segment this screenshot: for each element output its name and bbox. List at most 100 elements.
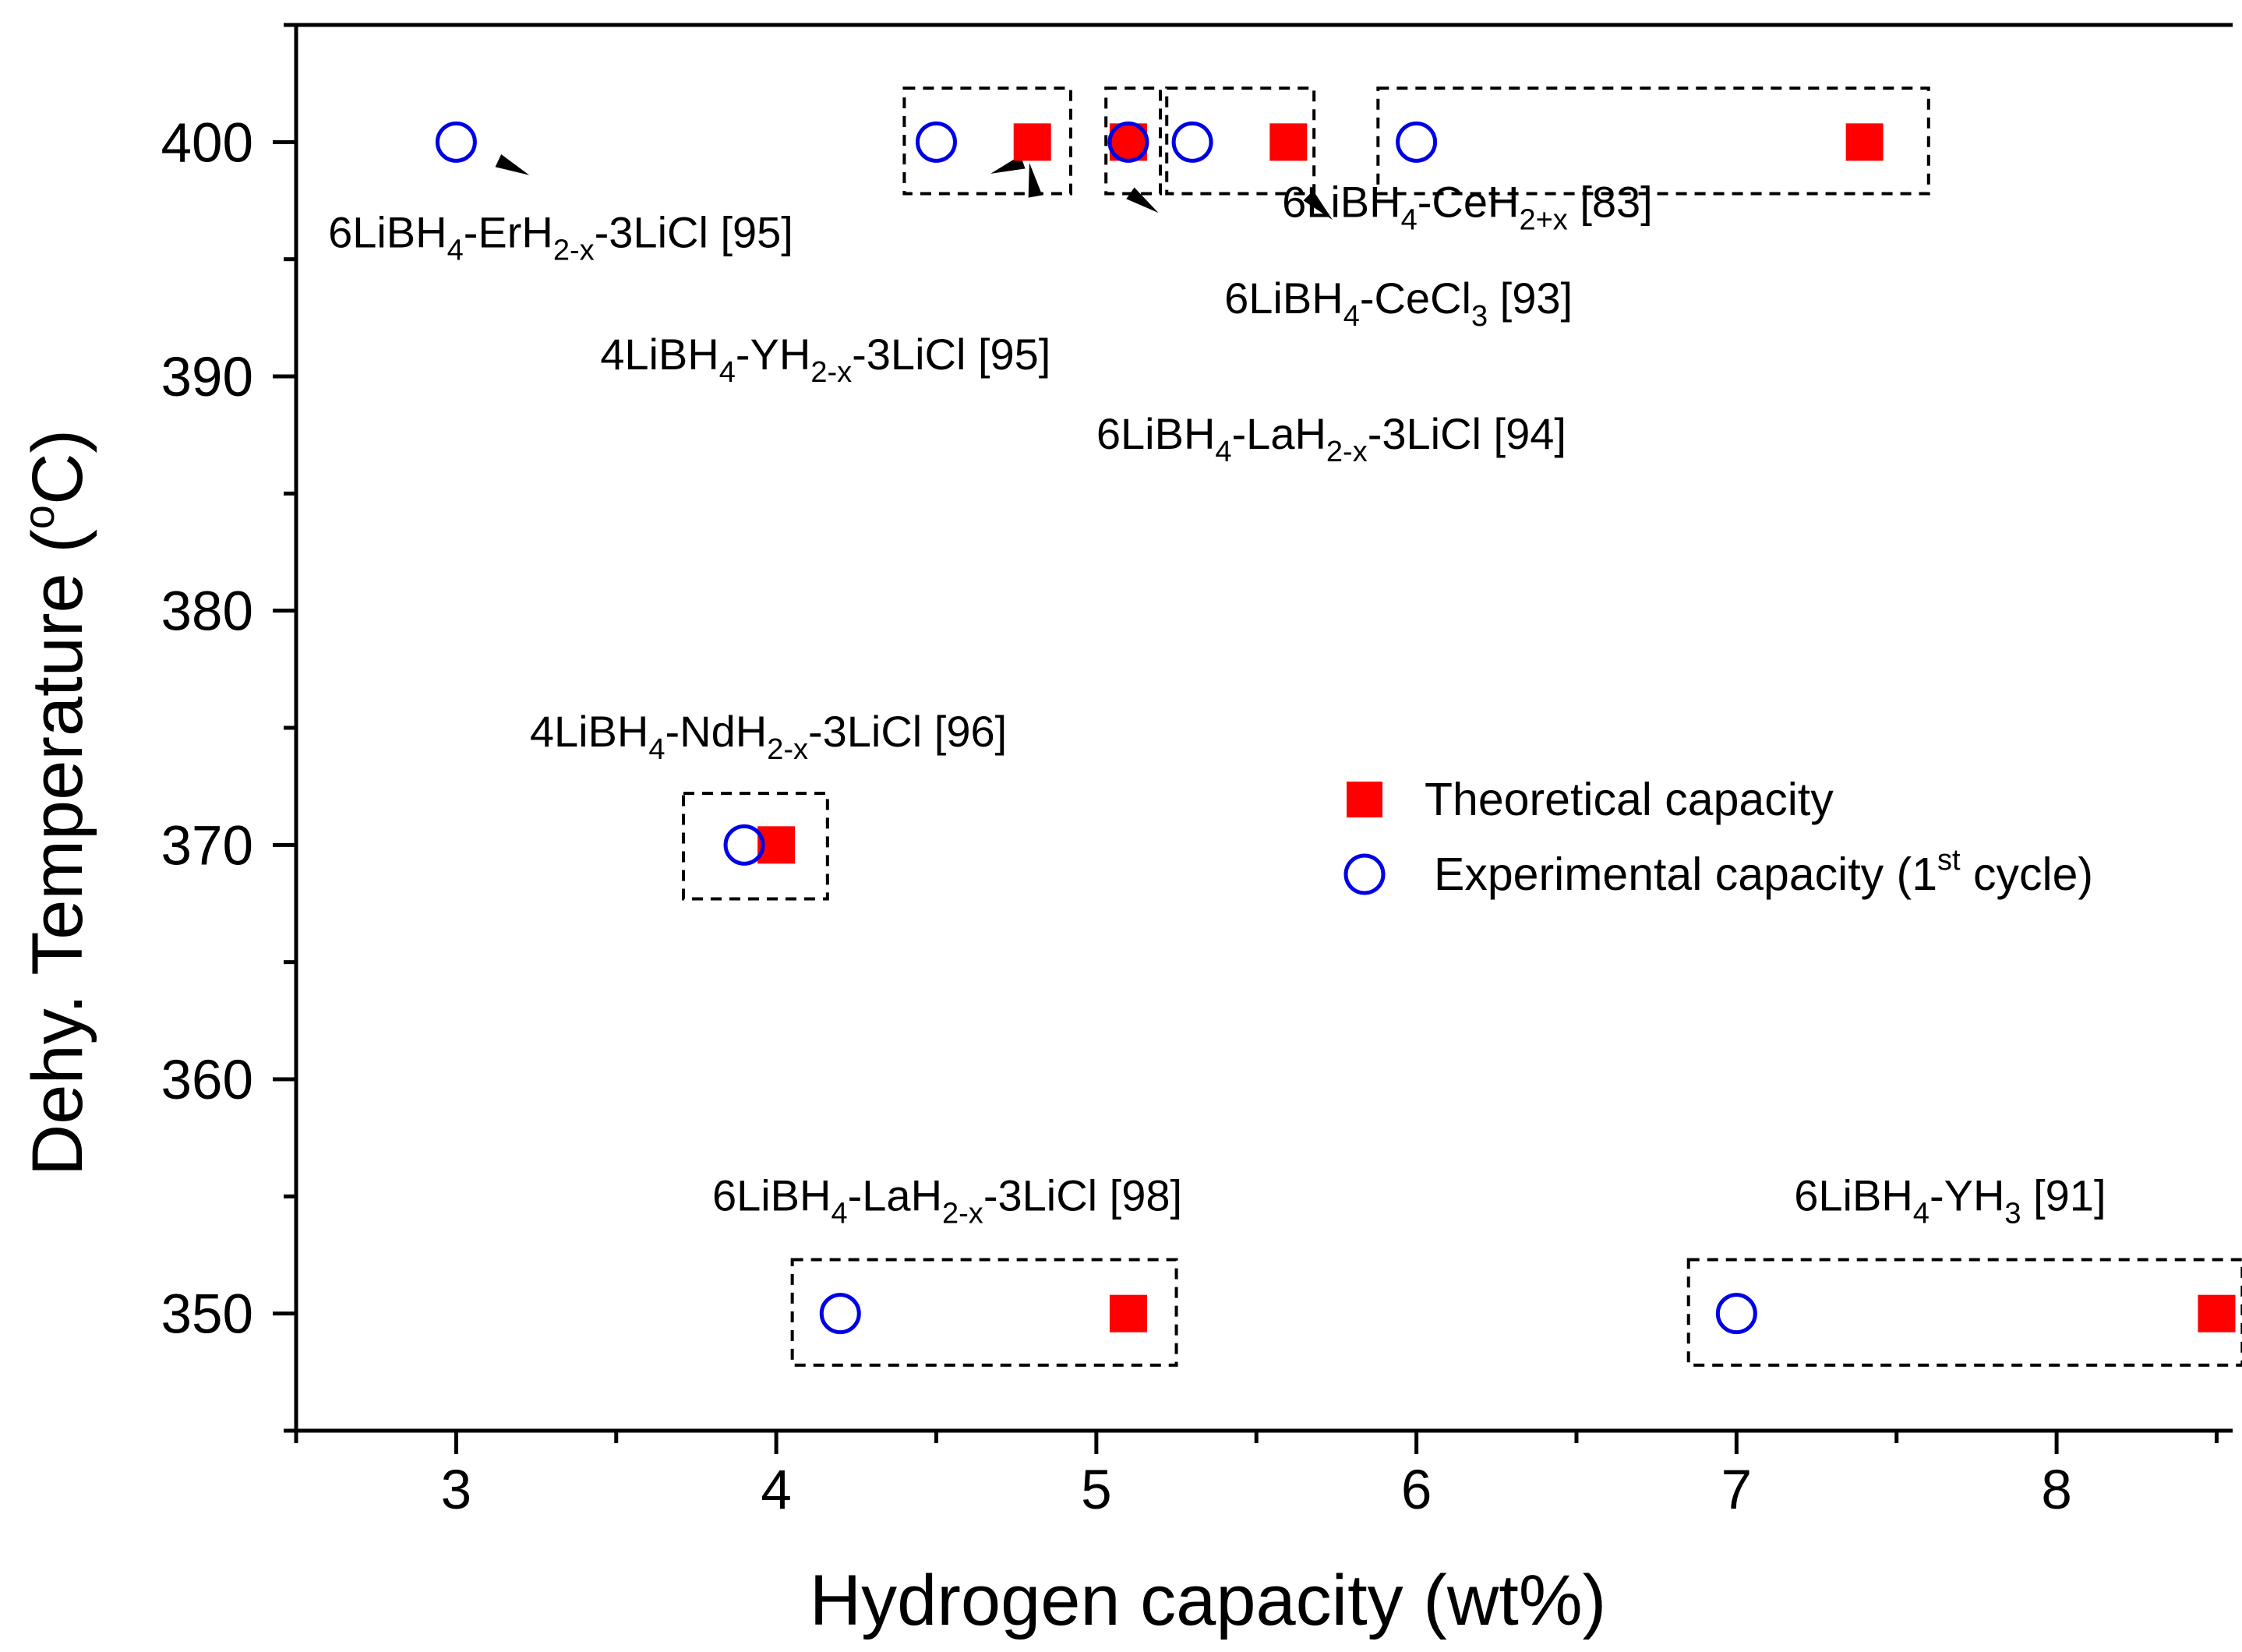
compound-label-text: -YH <box>736 330 810 379</box>
pointer-arrow <box>1126 187 1159 214</box>
group-boxes <box>682 86 2242 1367</box>
group-box <box>1376 86 1930 196</box>
compound-label-text: -ErH <box>464 208 553 257</box>
y-tick-label: 390 <box>161 347 253 408</box>
compound-label-subscript: 2-x <box>1326 436 1368 468</box>
group-box <box>790 1258 1178 1367</box>
compound-label-text: [93] <box>1488 274 1573 323</box>
compound-label-subscript: 4 <box>1913 1197 1930 1230</box>
legend: Theoretical capacity Experimental capaci… <box>1343 774 2093 900</box>
y-tick-label: 350 <box>161 1284 253 1346</box>
compound-label: 6LiBH4-ErH2-x-3LiCl [95] <box>328 208 793 267</box>
compound-label-text: 6LiBH <box>328 208 447 257</box>
compound-label-text: -3LiCl [94] <box>1368 409 1566 458</box>
compound-label-subscript: 2+x <box>1519 204 1567 237</box>
data-marks <box>435 121 2236 1335</box>
compound-label-text: 6LiBH <box>1224 274 1343 323</box>
experimental-point <box>1715 1293 1757 1335</box>
compound-label-subscript: 2-x <box>810 356 852 389</box>
y-tick-label: 360 <box>161 1050 253 1111</box>
theoretical-point <box>1845 123 1884 161</box>
compound-label-text: -3LiCl [98] <box>983 1170 1182 1220</box>
y-tick-label: 370 <box>161 815 253 877</box>
legend-experimental-label-post: cycle) <box>1961 849 2093 900</box>
compound-label: 6LiBH4-LaH2-x-3LiCl [98] <box>712 1170 1182 1230</box>
compound-label-subscript: 4 <box>719 356 736 389</box>
legend-experimental-marker <box>1343 853 1386 895</box>
compound-label-text: -LaH <box>848 1170 942 1220</box>
compound-label-text: 6LiBH <box>1282 178 1401 227</box>
experimental-point <box>915 121 957 163</box>
compound-label-text: -CeCl <box>1360 274 1471 323</box>
experimental-point <box>1396 121 1438 163</box>
compound-label-text: 6LiBH <box>1096 409 1216 458</box>
x-tick-label: 8 <box>2041 1460 2072 1521</box>
compound-label-subscript: 4 <box>831 1197 847 1230</box>
compound-label-subscript: 2-x <box>942 1197 983 1230</box>
compound-label-text: 4LiBH <box>600 330 719 379</box>
theoretical-point <box>2198 1294 2236 1333</box>
legend-experimental-label: Experimental capacity (1st cycle) <box>1434 844 2093 900</box>
compound-label-text: -3LiCl [95] <box>595 208 793 257</box>
experimental-point <box>1171 121 1213 163</box>
compound-label-subscript: 2-x <box>767 733 808 766</box>
pointer-arrow <box>1028 162 1043 198</box>
compound-label-subscript: 4 <box>648 733 665 766</box>
annotations: 6LiBH4-ErH2-x-3LiCl [95]4LiBH4-YH2-x-3Li… <box>328 178 2106 1230</box>
y-axis-title-end: C) <box>18 429 97 505</box>
y-axis-title: Dehy. Temperature (oC) <box>14 429 97 1176</box>
pointer-arrow <box>495 154 530 175</box>
compound-label-text: 6LiBH <box>1794 1170 1913 1220</box>
compound-label-text: -3LiCl [96] <box>808 707 1007 756</box>
compound-label-text: [83] <box>1568 178 1653 227</box>
compound-label: 4LiBH4-NdH2-x-3LiCl [96] <box>530 707 1007 766</box>
compound-label-text: 6LiBH <box>712 1170 831 1220</box>
compound-label: 6LiBH4-CeCl3 [93] <box>1224 274 1573 333</box>
compound-label-subscript: 4 <box>1343 300 1360 333</box>
compound-label-subscript: 2-x <box>553 235 595 267</box>
compound-label-text: -3LiCl [95] <box>852 330 1050 379</box>
group-box <box>682 792 829 901</box>
experimental-point <box>435 121 477 163</box>
compound-label: 6LiBH4-LaH2-x-3LiCl [94] <box>1096 409 1566 468</box>
y-tick-label: 400 <box>161 112 253 174</box>
compound-label-text: -NdH <box>666 707 768 756</box>
compound-label-text: -CeH <box>1418 178 1520 227</box>
compound-label: 6LiBH4-YH3 [91] <box>1794 1170 2106 1230</box>
y-tick-label: 380 <box>161 581 253 643</box>
theoretical-point <box>1269 123 1308 161</box>
axes-group: 3 4 5 6 7 8 350 360 370 380 390 400 <box>161 23 2233 1521</box>
compound-label-subscript: 4 <box>447 235 464 267</box>
x-tick-label: 7 <box>1721 1460 1753 1521</box>
legend-theoretical-marker <box>1347 782 1382 817</box>
experimental-point <box>723 824 765 866</box>
y-axis-title-main: Dehy. Temperature ( <box>18 529 97 1176</box>
theoretical-point <box>1109 1294 1147 1333</box>
compound-label-subscript: 4 <box>1401 204 1418 237</box>
x-axis-title: Hydrogen capacity (wt%) <box>810 1561 1607 1640</box>
compound-label: 4LiBH4-YH2-x-3LiCl [95] <box>600 330 1050 389</box>
x-tick-label: 5 <box>1081 1460 1112 1521</box>
compound-label-text: -LaH <box>1232 409 1326 458</box>
compound-label-text: 4LiBH <box>530 707 649 756</box>
compound-label-subscript: 4 <box>1215 436 1231 468</box>
x-tick-label: 3 <box>441 1460 472 1521</box>
legend-theoretical-label: Theoretical capacity <box>1425 774 1834 825</box>
group-box <box>1165 86 1316 196</box>
compound-label-subscript: 3 <box>1471 300 1488 333</box>
pointer-arrow <box>1303 190 1333 221</box>
y-axis-title-sup: o <box>14 505 63 529</box>
x-tick-label: 4 <box>761 1460 792 1521</box>
compound-label-text: [91] <box>2021 1170 2106 1220</box>
group-box <box>1686 1258 2242 1367</box>
legend-experimental-label-sup: st <box>1937 844 1961 877</box>
experimental-point <box>1107 121 1149 163</box>
legend-experimental-label-pre: Experimental capacity (1 <box>1434 849 1937 900</box>
x-tick-label: 6 <box>1401 1460 1432 1521</box>
group-box <box>902 86 1072 196</box>
theoretical-point <box>1013 123 1051 161</box>
compound-label: 6LiBH4-CeH2+x [83] <box>1282 178 1653 237</box>
compound-label-subscript: 3 <box>2004 1197 2021 1230</box>
experimental-point <box>819 1293 861 1335</box>
